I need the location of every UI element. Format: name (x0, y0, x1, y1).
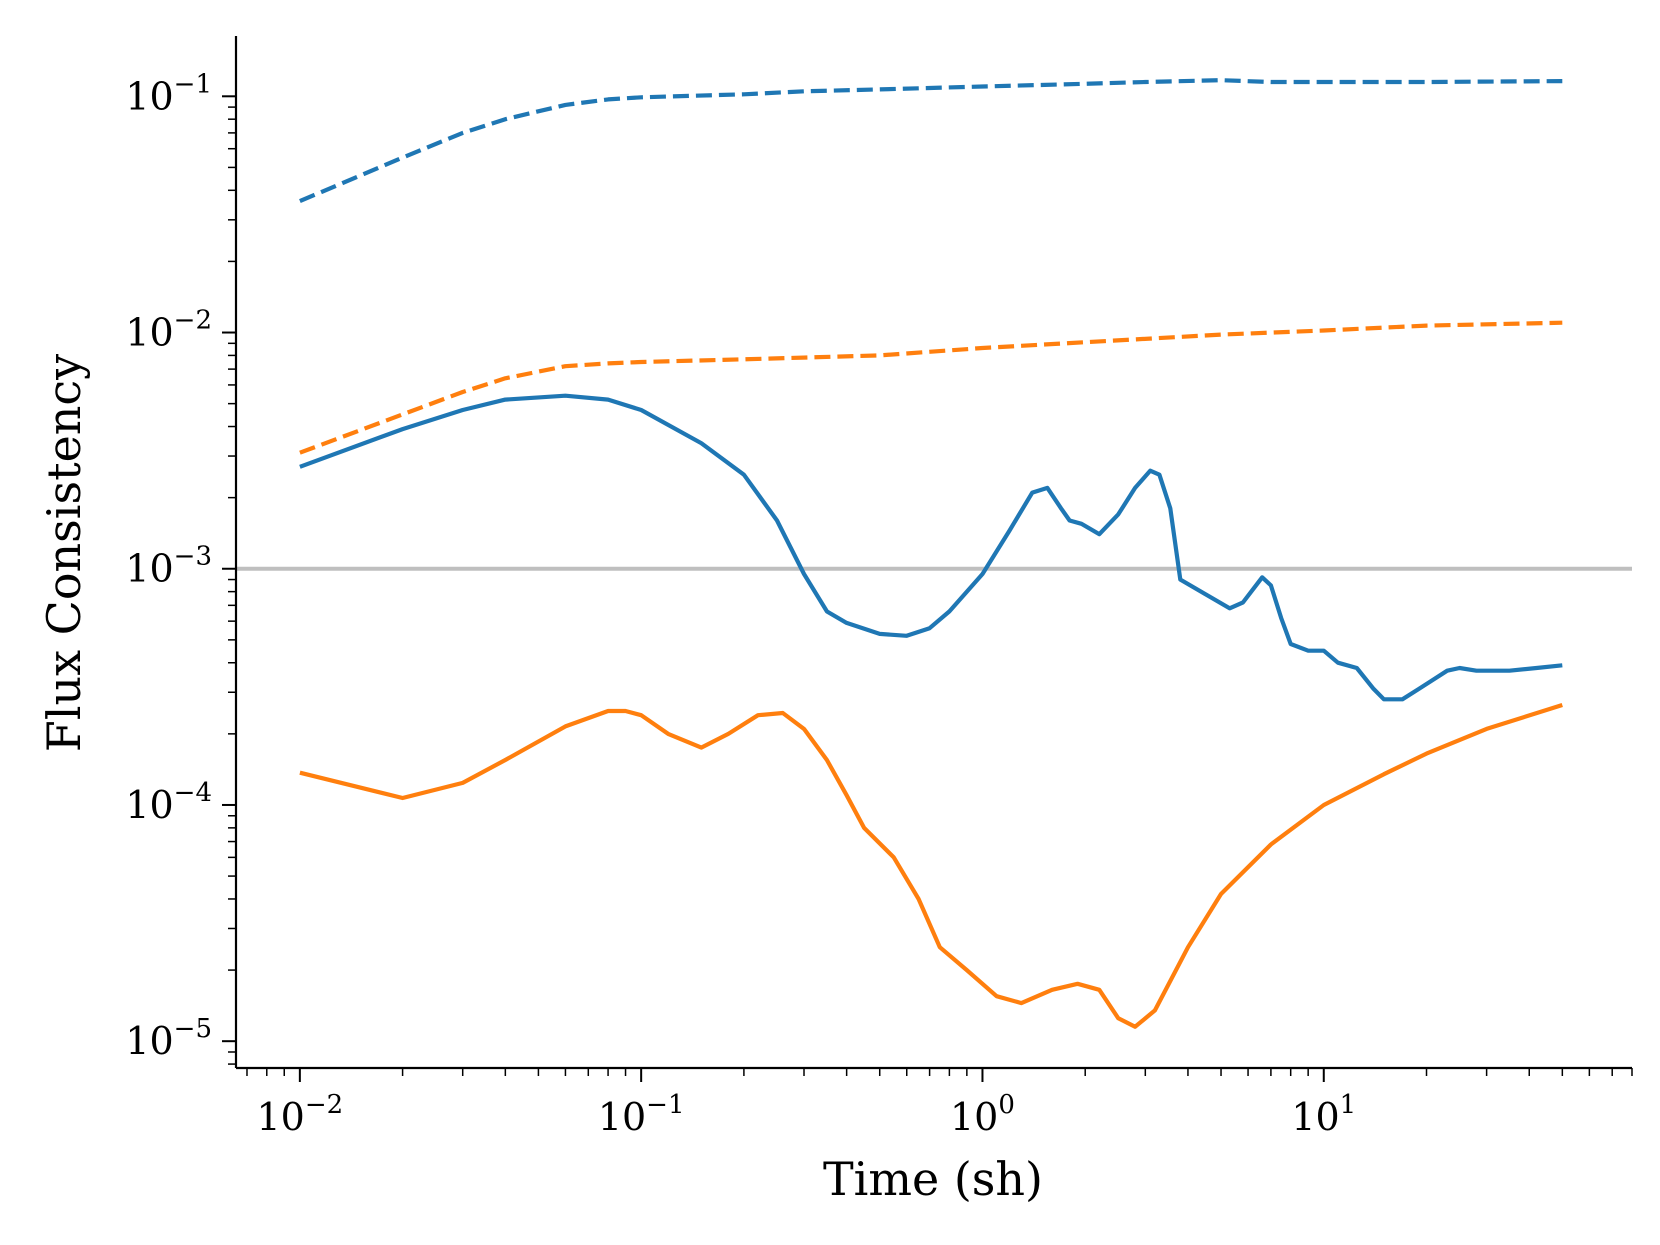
series-line-4 (299, 702, 1563, 1029)
series-group (299, 78, 1563, 1029)
y-tick-label: 10−4 (125, 778, 212, 827)
y-tick-labels: 10−5 10−4 10−3 10−2 10−1 (125, 69, 212, 1063)
y-axis-label: Flux Consistency (37, 354, 91, 752)
x-tick-label: 101 (1291, 1090, 1356, 1139)
series-line-1 (299, 78, 1563, 204)
x-tick-label: 10−2 (257, 1090, 344, 1139)
y-tick-label: 10−2 (125, 306, 212, 355)
series-line-3 (299, 393, 1563, 702)
x-tick-label: 10−1 (598, 1090, 685, 1139)
y-tick-label: 10−5 (125, 1014, 212, 1063)
x-tick-labels: 10−2 10−1 100 101 (257, 1090, 1357, 1139)
y-tick-label: 10−3 (125, 542, 212, 591)
series-line-2 (299, 320, 1563, 455)
x-tick-label: 100 (950, 1090, 1015, 1139)
y-tick-label: 10−1 (125, 69, 212, 118)
tick-marks (222, 95, 1633, 1082)
x-axis-label: Time (sh) (823, 1152, 1043, 1206)
